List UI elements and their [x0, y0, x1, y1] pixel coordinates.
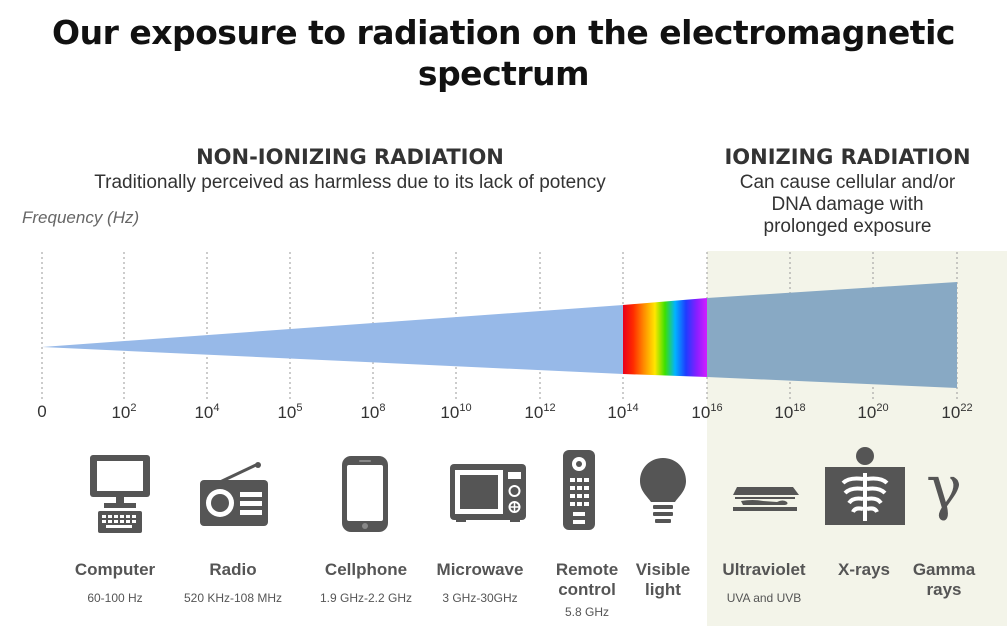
ionizing-subtitle-line-1: Can cause cellular and/or	[739, 172, 956, 193]
tick-label: 1022	[941, 402, 972, 423]
ionizing-subtitle-line-3: prolonged exposure	[763, 216, 932, 237]
tick-base: 10	[774, 403, 794, 422]
tick-label: 1012	[524, 402, 555, 423]
tick-base: 10	[277, 403, 297, 422]
tick-exponent: 12	[543, 402, 556, 414]
source-name-line: rays	[926, 580, 962, 599]
source-name-line: Ultraviolet	[722, 560, 806, 579]
tick-base: 10	[941, 403, 961, 422]
remote-control-icon	[563, 450, 595, 535]
source-name: Cellphone	[325, 560, 407, 580]
source-name: Microwave	[437, 560, 524, 580]
tick-exponent: 16	[710, 402, 723, 414]
page-title: Our exposure to radiation on the electro…	[0, 12, 1007, 94]
ionizing-subtitle-line-2: DNA damage with	[771, 194, 924, 215]
light-bulb-icon	[640, 458, 686, 531]
visible-light-band	[623, 298, 707, 377]
tick-label: 108	[360, 402, 385, 423]
tick-base: 10	[691, 403, 711, 422]
source-name-line: Cellphone	[324, 560, 408, 579]
source-name-line: Radio	[209, 560, 257, 579]
tick-base: 0	[37, 402, 47, 421]
non-ionizing-wedge	[42, 305, 623, 374]
source-frequency-range: 60-100 Hz	[87, 591, 143, 605]
ionizing-heading: IONIZING RADIATION	[724, 145, 971, 169]
source-name-line: Computer	[74, 560, 156, 579]
tick-exponent: 22	[960, 402, 973, 414]
source-frequency-range: 1.9 GHz-2.2 GHz	[319, 591, 413, 605]
tick-base: 10	[111, 403, 131, 422]
tick-base: 10	[360, 403, 380, 422]
svg-text:γ: γ	[926, 453, 962, 523]
tick-exponent: 10	[459, 402, 472, 414]
ionizing-wedge	[707, 282, 957, 388]
source-frequency-range: 520 KHz-108 MHz	[183, 591, 283, 605]
tick-label: 104	[194, 402, 219, 423]
non-ionizing-heading: NON-IONIZING RADIATION	[196, 145, 504, 169]
frequency-axis-label: Frequency (Hz)	[22, 208, 140, 227]
source-frequency-range: 3 GHz-30GHz	[442, 591, 518, 605]
tick-exponent: 5	[296, 402, 303, 414]
tick-base: 10	[440, 403, 460, 422]
tick-label: 1020	[857, 402, 888, 423]
non-ionizing-subtitle: Traditionally perceived as harmless due …	[94, 172, 606, 193]
tick-label: 1018	[774, 402, 805, 423]
source-name-line: Gamma	[912, 560, 976, 579]
tick-exponent: 20	[876, 402, 889, 414]
source-name: X-rays	[838, 560, 890, 580]
source-name-line: light	[645, 580, 681, 599]
source-name: Computer	[75, 560, 155, 580]
source-frequency-range: UVA and UVB	[726, 591, 802, 605]
tanning-bed-icon	[733, 485, 799, 520]
tick-exponent: 18	[793, 402, 806, 414]
tick-label: 0	[37, 402, 46, 422]
source-name: Remote control	[556, 560, 618, 600]
gamma-icon: γ	[924, 450, 964, 529]
source-name: Ultraviolet	[722, 560, 805, 580]
tick-label: 1016	[691, 402, 722, 423]
tick-label: 1010	[440, 402, 471, 423]
source-name: Gamma rays	[913, 560, 975, 600]
computer-icon	[90, 455, 150, 540]
cellphone-icon	[342, 456, 388, 537]
tick-base: 10	[607, 403, 627, 422]
source-name: Visible light	[636, 560, 691, 600]
tick-base: 10	[524, 403, 544, 422]
xray-icon	[825, 447, 905, 532]
title-line-2: spectrum	[417, 54, 590, 93]
source-name-line: control	[558, 580, 616, 599]
tick-exponent: 14	[626, 402, 639, 414]
tick-exponent: 4	[213, 402, 220, 414]
microwave-icon	[450, 464, 526, 527]
source-name-line: Visible	[635, 560, 691, 579]
tick-base: 10	[857, 403, 877, 422]
tick-label: 102	[111, 402, 136, 423]
source-name: Radio	[209, 560, 256, 580]
radio-icon	[200, 462, 268, 533]
source-name-line: Microwave	[436, 560, 524, 579]
tick-base: 10	[194, 403, 214, 422]
tick-label: 105	[277, 402, 302, 423]
source-name-line: X-rays	[838, 560, 890, 579]
title-line-1: Our exposure to radiation on the electro…	[52, 13, 955, 52]
tick-exponent: 2	[130, 402, 137, 414]
ionizing-subtitle: Can cause cellular and/or DNA damage wit…	[710, 172, 985, 238]
tick-label: 1014	[607, 402, 638, 423]
source-frequency-range: 5.8 GHz	[564, 605, 610, 619]
source-name-line: Remote	[555, 560, 619, 579]
tick-exponent: 8	[379, 402, 386, 414]
